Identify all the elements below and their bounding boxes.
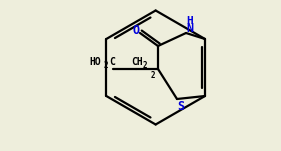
Text: 2: 2	[143, 61, 147, 69]
Text: N: N	[186, 21, 194, 34]
Text: C: C	[109, 57, 115, 67]
Text: HO: HO	[89, 57, 101, 67]
Text: 2: 2	[151, 71, 155, 79]
Text: H: H	[187, 16, 193, 26]
Text: O: O	[132, 24, 140, 37]
Text: S: S	[177, 101, 185, 114]
Text: 2: 2	[104, 61, 108, 69]
Text: CH: CH	[131, 57, 143, 67]
